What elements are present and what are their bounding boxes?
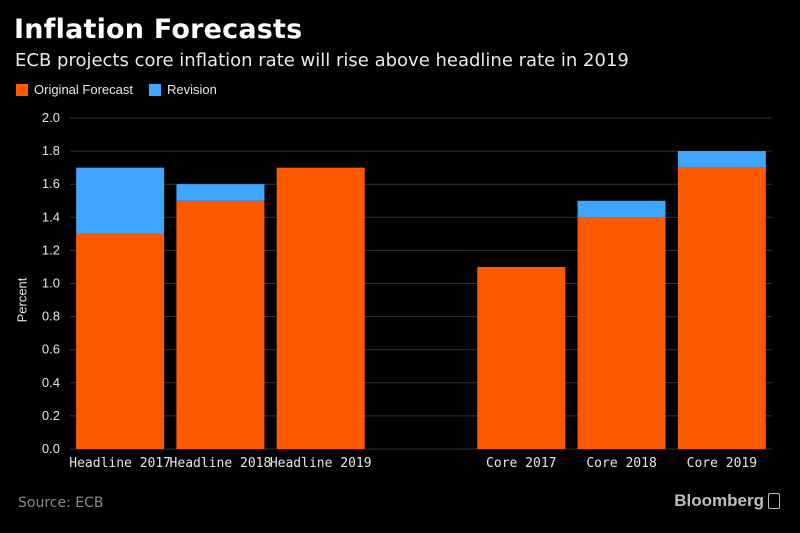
bar-original (76, 233, 165, 449)
x-tick-label: Headline 2018 (170, 456, 272, 471)
y-tick-label: 0.6 (42, 342, 60, 357)
bar-revision (176, 184, 265, 201)
bar-revision (677, 151, 766, 168)
source-note: Source: ECB (18, 495, 104, 511)
bar-revision (76, 167, 165, 234)
y-tick-label: 0.2 (42, 408, 60, 423)
legend-item-original: Original Forecast (16, 82, 133, 97)
x-tick-label: Core 2018 (586, 456, 656, 471)
brand-name: Bloomberg (674, 491, 764, 510)
y-tick-label: 0.8 (42, 309, 60, 324)
x-tick-label: Headline 2017 (69, 456, 171, 471)
y-tick-label: 1.2 (42, 242, 60, 257)
y-tick-label: 2.0 (42, 110, 60, 125)
brand-mark-icon (768, 493, 780, 509)
chart-subtitle: ECB projects core inflation rate will ri… (15, 50, 629, 71)
y-tick-label: 1.8 (42, 143, 60, 158)
legend-label-revision: Revision (166, 82, 217, 97)
bar-original (276, 167, 365, 449)
legend: Original Forecast Revision (16, 82, 217, 97)
chart-title: Inflation Forecasts (14, 14, 303, 45)
y-tick-label: 0.0 (42, 441, 60, 456)
bar-revision (577, 200, 666, 218)
y-tick-label: 0.4 (42, 375, 60, 390)
legend-swatch-revision (148, 83, 161, 96)
bar-original (176, 200, 265, 449)
x-tick-label: Headline 2019 (270, 456, 372, 471)
legend-swatch-original (16, 83, 28, 96)
bar-original (577, 217, 666, 449)
y-tick-label: 1.6 (42, 176, 60, 191)
y-tick-label: 1.4 (42, 209, 60, 224)
legend-item-revision: Revision (148, 82, 217, 97)
bar-original (677, 167, 766, 449)
legend-label-original: Original Forecast (34, 82, 133, 97)
y-tick-label: 1.0 (42, 276, 60, 291)
x-tick-label: Core 2017 (486, 456, 556, 471)
bloomberg-logo: Bloomberg (674, 491, 780, 511)
x-tick-label: Core 2019 (687, 456, 757, 471)
bar-original (477, 266, 566, 449)
